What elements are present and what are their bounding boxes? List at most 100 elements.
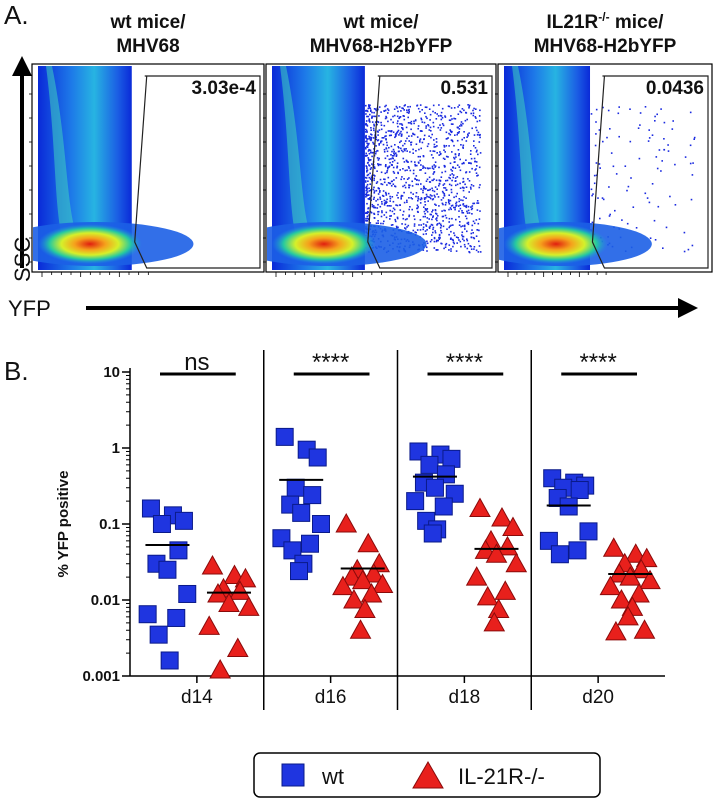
flow-event-dot	[435, 138, 438, 140]
flow-event-dot	[380, 163, 382, 166]
flow-density-hotspot	[504, 224, 608, 264]
flow-event-dot	[459, 187, 462, 189]
flow-event-dot	[450, 208, 452, 211]
x-tick-label: d20	[582, 687, 614, 708]
flow-event-dot	[433, 240, 436, 243]
flow-event-dot	[423, 134, 426, 137]
flow-event-dot	[385, 104, 387, 107]
flow-event-dot	[377, 159, 380, 161]
flow-event-dot	[479, 109, 481, 112]
flow-event-dot	[465, 197, 467, 199]
flow-event-dot	[432, 216, 434, 218]
flow-event-dot	[377, 210, 380, 213]
flow-event-dot	[383, 204, 386, 206]
flow-event-dot	[595, 108, 598, 111]
flow-event-dot	[461, 234, 463, 236]
flow-event-dot	[410, 160, 413, 163]
flow-event-dot	[391, 155, 394, 157]
flow-event-dot	[381, 201, 383, 203]
flow-event-dot	[452, 166, 454, 168]
flow-event-dot	[439, 237, 441, 239]
flow-event-dot	[365, 128, 367, 131]
flow-event-dot	[465, 111, 467, 114]
flow-event-dot	[426, 145, 429, 148]
flow-event-dot	[420, 198, 423, 200]
flow-event-dot	[397, 197, 399, 199]
flow-event-dot	[461, 138, 463, 141]
flow-event-dot	[606, 136, 608, 139]
flow-event-dot	[460, 199, 462, 201]
flow-event-dot	[428, 227, 431, 229]
flow-event-dot	[477, 131, 480, 134]
flow-event-dot	[467, 221, 470, 224]
flow-event-dot	[424, 230, 427, 232]
flow-event-dot	[392, 155, 395, 157]
flow-event-dot	[473, 145, 475, 147]
gate-value: 0.531	[440, 78, 488, 99]
flow-event-dot	[434, 186, 437, 188]
flow-event-dot	[390, 185, 393, 187]
flow-event-dot	[399, 141, 401, 144]
flow-event-dot	[430, 136, 432, 139]
flow-event-dot	[470, 206, 472, 208]
flow-event-dot	[451, 118, 453, 120]
flow-event-dot	[428, 181, 431, 183]
flow-event-dot	[395, 155, 398, 157]
flow-event-dot	[371, 115, 373, 118]
flow-event-dot	[614, 209, 616, 212]
flow-event-dot	[462, 203, 464, 206]
ssc-axis-label: SSC	[10, 237, 35, 282]
flow-event-dot	[468, 191, 470, 193]
flow-event-dot	[437, 126, 440, 129]
flow-event-dot	[410, 135, 413, 137]
flow-event-dot	[408, 184, 410, 186]
flow-event-dot	[433, 178, 435, 180]
flow-event-dot	[452, 176, 454, 179]
flow-event-dot	[648, 201, 651, 204]
flow-event-dot	[369, 113, 371, 116]
flow-event-dot	[433, 171, 435, 174]
flow-event-dot	[450, 168, 452, 171]
flow-event-dot	[379, 178, 382, 181]
flow-event-dot	[465, 217, 468, 220]
flow-event-dot	[473, 140, 475, 142]
flow-event-dot	[609, 128, 611, 130]
flow-event-dot	[429, 197, 432, 200]
flow-event-dot	[406, 178, 409, 180]
flow-event-dot	[467, 205, 470, 208]
flow-event-dot	[392, 183, 395, 185]
flow-event-dot	[402, 210, 405, 213]
flow-event-dot	[602, 106, 604, 109]
flow-event-dot	[445, 242, 448, 245]
flow-event-dot	[428, 226, 431, 229]
flow-event-dot	[431, 218, 433, 221]
flow-event-dot	[366, 171, 368, 173]
flow-event-dot	[428, 108, 431, 110]
flow-event-dot	[390, 158, 392, 160]
flow-event-dot	[389, 215, 391, 217]
flow-event-dot	[474, 160, 476, 163]
flow-event-dot	[453, 234, 456, 237]
flow-event-dot	[461, 238, 464, 240]
flow-event-dot	[441, 215, 444, 218]
flow-event-dot	[451, 151, 453, 153]
flow-event-dot	[456, 139, 459, 142]
flow-event-dot	[373, 123, 375, 126]
flow-event-dot	[370, 167, 373, 169]
flow-event-dot	[420, 117, 422, 120]
flow-event-dot	[434, 165, 437, 167]
flow-event-dot	[453, 144, 455, 147]
flow-event-dot	[689, 144, 692, 147]
flow-event-dot	[449, 199, 452, 202]
flow-event-dot	[431, 211, 433, 213]
flow-event-dot	[391, 210, 394, 213]
il21r-point	[617, 605, 639, 626]
flow-event-dot	[365, 135, 367, 138]
flow-event-dot	[595, 162, 598, 164]
flow-event-dot	[469, 186, 472, 189]
wt-point	[423, 524, 442, 543]
flow-event-dot	[395, 132, 398, 135]
flow-event-dot	[368, 120, 371, 122]
flow-event-dot	[462, 122, 464, 125]
flow-event-dot	[453, 206, 455, 209]
